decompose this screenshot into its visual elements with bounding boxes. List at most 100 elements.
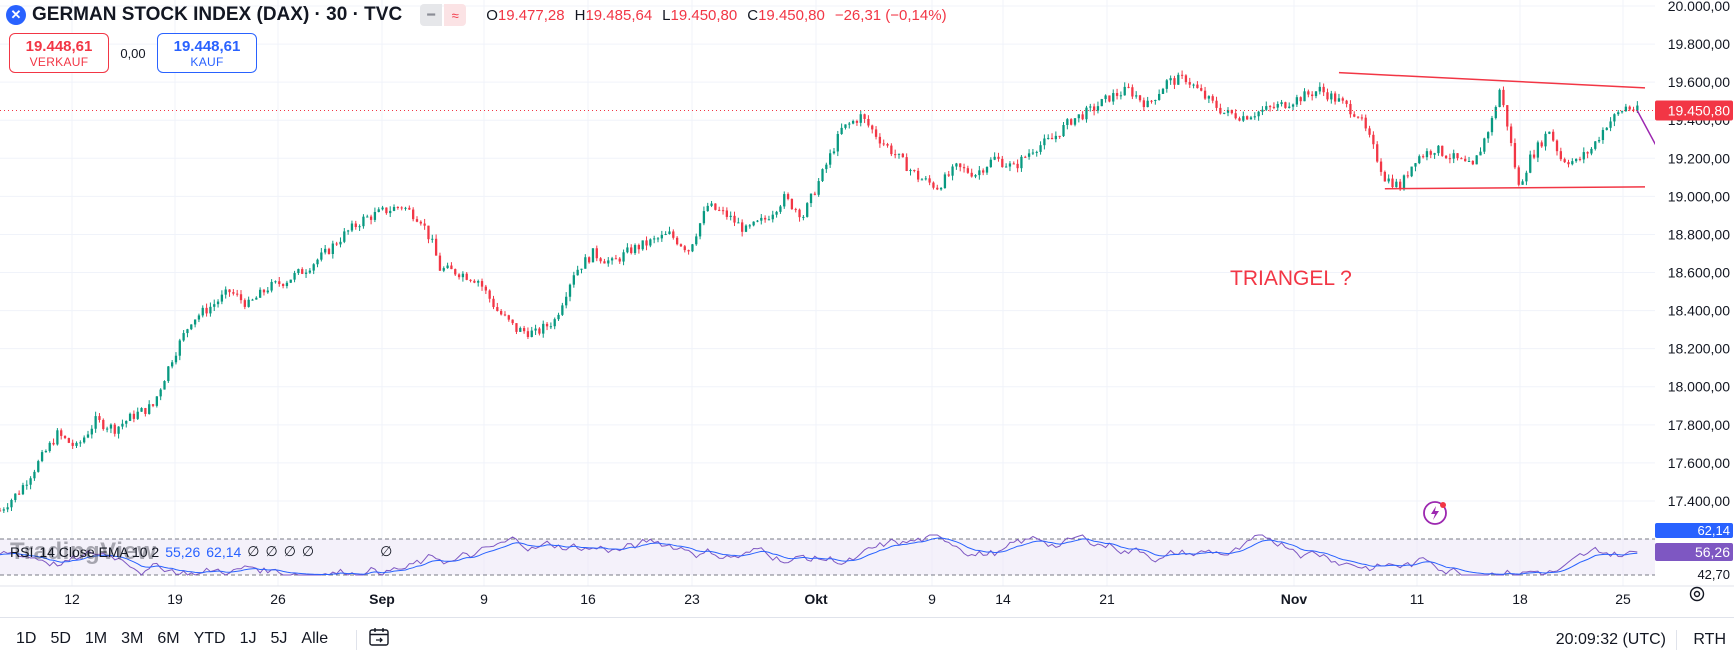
candle-up	[461, 273, 465, 278]
candle-up	[297, 269, 300, 274]
candle-up	[86, 434, 90, 438]
rsi-band	[0, 539, 1655, 575]
candle-up	[140, 408, 143, 412]
range-1m[interactable]: 1M	[84, 630, 108, 647]
candle-up	[1123, 86, 1126, 96]
drawings-layer: TRIANGEL ?	[0, 53, 1730, 290]
candle-up	[358, 226, 361, 228]
candle-down	[327, 248, 331, 255]
candle-down	[1356, 116, 1360, 118]
candle-down	[1540, 142, 1543, 147]
candle-down	[679, 244, 683, 247]
candle-down	[1115, 93, 1119, 96]
candle-down	[603, 261, 606, 264]
candle-up	[1043, 138, 1046, 146]
candle-up	[316, 259, 319, 265]
candle-down	[1184, 75, 1188, 83]
time-axis-label: 11	[1410, 591, 1425, 607]
candle-down	[1563, 159, 1566, 163]
candle-down	[1108, 95, 1111, 102]
current-price-tag: 19.450,80	[1668, 103, 1730, 119]
candle-down	[959, 163, 962, 168]
calendar-goto-icon[interactable]	[368, 626, 390, 648]
candle-up	[817, 181, 820, 195]
candle-down	[132, 413, 136, 419]
candle-down	[675, 237, 679, 245]
candle-up	[1161, 88, 1165, 94]
price-axis-label: 19.600,00	[1668, 74, 1730, 90]
candle-down	[52, 442, 55, 445]
indicator-pills[interactable]: ━ ≈	[420, 4, 467, 26]
candle-down	[335, 243, 338, 245]
candle-up	[557, 314, 560, 320]
candle-down	[228, 289, 231, 293]
candle-up	[836, 133, 839, 152]
toolbar-divider	[1676, 630, 1677, 650]
candle-down	[882, 143, 885, 145]
candle-up	[1498, 89, 1501, 108]
candle-up	[197, 315, 201, 320]
candle-down	[1299, 97, 1302, 102]
settings-gear-icon[interactable]	[1688, 585, 1706, 603]
candle-up	[2, 509, 5, 511]
candle-down	[645, 240, 648, 246]
candle-down	[683, 246, 686, 251]
candle-up	[182, 333, 185, 341]
candle-up	[1100, 99, 1103, 107]
time-axis-label: 9	[928, 591, 936, 607]
candle-down	[385, 207, 388, 214]
candle-down	[503, 314, 507, 316]
minus-icon[interactable]: ━	[420, 4, 443, 26]
candle-down	[408, 207, 411, 210]
wave-icon[interactable]: ≈	[444, 4, 467, 26]
utc-clock[interactable]: 20:09:32 (UTC)	[1555, 631, 1666, 648]
candle-down	[916, 170, 920, 180]
candle-down	[354, 223, 357, 228]
candle-up	[1154, 99, 1157, 101]
range-alle[interactable]: Alle	[301, 630, 329, 647]
range-5j[interactable]: 5J	[270, 630, 288, 647]
range-ytd[interactable]: YTD	[193, 630, 226, 647]
candle-up	[1242, 116, 1245, 121]
candle-up	[366, 216, 369, 218]
range-5d[interactable]: 5D	[50, 630, 71, 647]
candle-up	[1605, 127, 1608, 130]
time-axis-label: 16	[580, 591, 596, 607]
range-6m[interactable]: 6M	[157, 630, 180, 647]
cross-circle-icon[interactable]: ✕	[6, 5, 26, 25]
candle-down	[1464, 158, 1467, 162]
candle-down	[1399, 181, 1402, 190]
candle-down	[1628, 106, 1631, 110]
range-1j[interactable]: 1J	[239, 630, 257, 647]
lightning-icon[interactable]	[1422, 500, 1448, 526]
triangle-upper-line	[1338, 71, 1646, 89]
candle-down	[1180, 74, 1184, 76]
candle-up	[1062, 125, 1065, 137]
session-toggle[interactable]: RTH	[1693, 631, 1726, 648]
time-axis-label: 26	[270, 591, 286, 607]
candle-down	[1532, 154, 1536, 158]
candle-up	[90, 428, 93, 435]
candle-up	[293, 273, 296, 280]
candle-down	[1341, 98, 1344, 101]
candle-up	[542, 323, 545, 334]
candle-down	[1429, 151, 1432, 155]
range-1d[interactable]: 1D	[16, 630, 37, 647]
candle-down	[1322, 86, 1325, 93]
price-chart[interactable]: TRIANGEL ? 20.000,00 19.800,00 19.600,00 19…	[0, 0, 1734, 617]
buy-button[interactable]: 19.448,61 KAUF	[157, 33, 257, 73]
candle-down	[794, 209, 797, 211]
candle-down	[786, 194, 790, 199]
candle-down	[102, 419, 105, 430]
symbol-title[interactable]: GERMAN STOCK INDEX (DAX) · 30 · TVC	[32, 4, 403, 25]
candle-down	[1444, 155, 1448, 159]
range-3m[interactable]: 3M	[121, 630, 144, 647]
candle-up	[779, 206, 782, 212]
candle-up	[756, 220, 759, 222]
sell-button[interactable]: 19.448,61 VERKAUF	[9, 33, 109, 73]
time-axis-label: 21	[1099, 591, 1115, 607]
candle-down	[1245, 116, 1249, 120]
candle-up	[549, 326, 553, 328]
rsi-legend[interactable]: RSI 14 Close EMA 10 2 55,26 62,14 ∅ ∅ ∅ …	[10, 543, 392, 560]
candle-down	[982, 170, 985, 173]
